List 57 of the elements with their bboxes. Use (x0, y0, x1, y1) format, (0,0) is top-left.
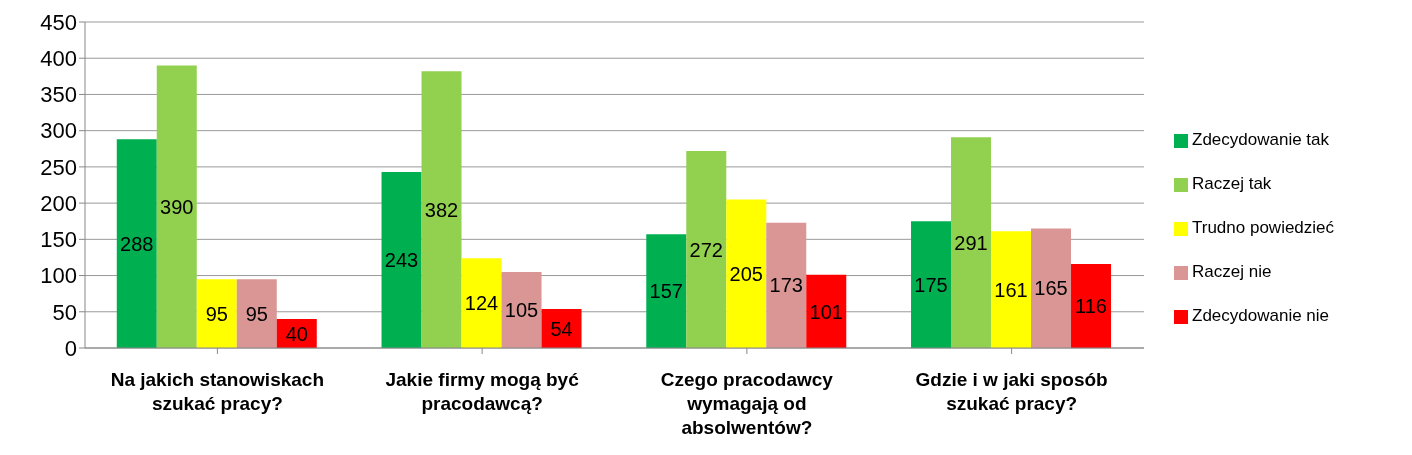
y-tick-label: 150 (40, 227, 77, 253)
x-tick-label: Na jakich stanowiskach szukać pracy? (110, 369, 325, 414)
bar (381, 171, 422, 348)
y-tick-label: 350 (40, 82, 77, 108)
y-tick-label: 200 (40, 190, 77, 216)
bar (1071, 263, 1112, 348)
legend-label: Zdecydowanie tak (1192, 130, 1330, 149)
data-label: 175 (914, 273, 948, 296)
legend-label: Trudno powiedzieć (1192, 218, 1335, 237)
data-label: 291 (954, 231, 988, 254)
data-label: 116 (1075, 295, 1107, 318)
data-label: 95 (205, 302, 228, 325)
bar (951, 137, 992, 348)
legend-label: Raczej nie (1192, 262, 1272, 281)
x-tick-label: Czego pracodawcy wymagają od absolwentów? (660, 369, 834, 438)
bar (766, 222, 807, 348)
data-label: 40 (285, 322, 308, 345)
legend-label: Raczej tak (1192, 174, 1272, 193)
x-tick-label: Jakie firmy mogą być pracodawcą? (385, 369, 580, 414)
bar (726, 199, 767, 348)
bar (501, 271, 542, 348)
bar (806, 274, 847, 348)
data-label: 165 (1034, 277, 1068, 300)
data-label: 272 (689, 238, 723, 261)
legend-label: Zdecydowanie nie (1192, 306, 1330, 325)
y-tick-label: 450 (40, 9, 77, 35)
data-label: 124 (464, 292, 499, 315)
data-label: 205 (729, 262, 763, 285)
bar (911, 221, 952, 348)
data-label: 243 (384, 249, 419, 272)
data-label: 54 (550, 317, 573, 340)
data-label: 95 (245, 302, 268, 325)
bar (686, 150, 727, 348)
bar (196, 279, 237, 348)
data-label: 105 (504, 299, 539, 322)
y-tick-label: 250 (40, 154, 77, 180)
data-label: 288 (120, 232, 154, 255)
data-label: 390 (160, 195, 194, 218)
x-tick-label: Gdzie i w jaki sposób szukać pracy? (915, 369, 1108, 414)
y-tick-label: 400 (40, 46, 77, 72)
bar (646, 234, 687, 348)
y-tick-label: 0 (64, 335, 77, 361)
data-label: 173 (769, 274, 803, 297)
data-label: 157 (649, 280, 683, 303)
bar (991, 231, 1032, 348)
bar (461, 258, 502, 348)
bar (1031, 228, 1072, 348)
y-tick-label: 100 (40, 263, 77, 289)
y-tick-label: 300 (40, 118, 77, 144)
data-label: 161 (994, 278, 1028, 301)
bar (421, 71, 462, 348)
data-label: 101 (809, 300, 843, 323)
bar (116, 139, 157, 348)
data-label: 382 (424, 198, 459, 221)
bar (236, 279, 277, 348)
y-tick-label: 50 (52, 299, 77, 325)
bar (156, 65, 197, 348)
